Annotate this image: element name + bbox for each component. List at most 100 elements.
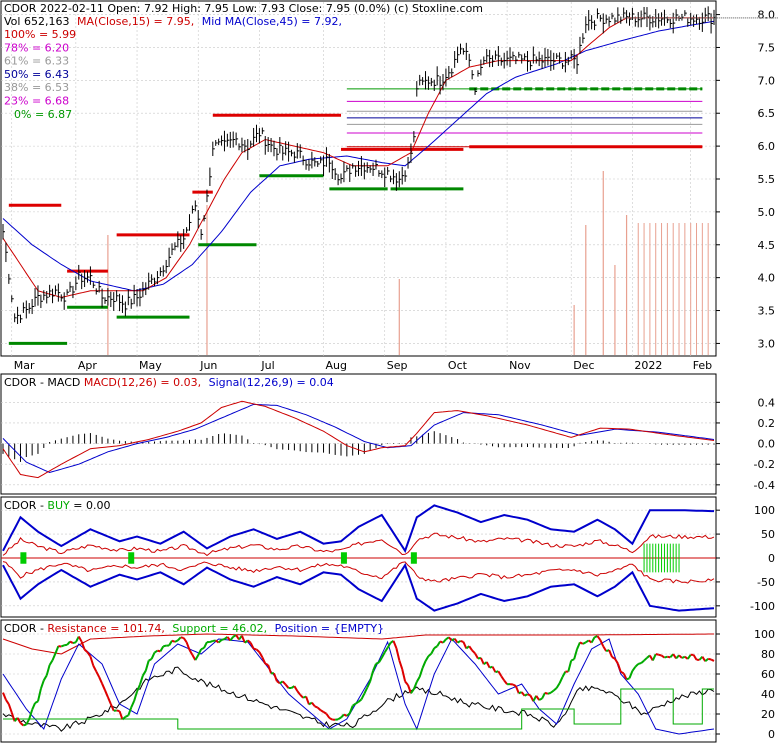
stochastic-segment xyxy=(474,652,479,660)
buy-panel-frame xyxy=(0,496,717,618)
stochastic-segment xyxy=(398,659,404,670)
stochastic-segment xyxy=(168,640,173,646)
price-tick-label: 5.0 xyxy=(758,206,776,219)
upper-inner xyxy=(2,532,715,557)
fib-legend-item: 78% = 6.20 xyxy=(4,41,69,54)
x-tick-label: Jul xyxy=(260,359,274,372)
price-tick-label: 7.0 xyxy=(758,74,776,87)
stochastic-segment xyxy=(284,683,290,689)
buy-tick-label: 100 xyxy=(754,504,775,517)
stochastic-segment xyxy=(273,672,278,682)
stochastic-segment xyxy=(299,694,304,699)
stochastic-segment xyxy=(106,696,112,705)
stochastic-segment xyxy=(348,705,354,714)
fib-legend-item: 38% = 6.53 xyxy=(4,81,69,94)
lower-inner xyxy=(2,561,715,584)
stochastic-segment xyxy=(462,641,468,649)
price-tick-label: 3.5 xyxy=(758,305,776,318)
stochastic-segment xyxy=(104,689,109,698)
stochastic-segment xyxy=(651,653,657,661)
stochastic-segment xyxy=(692,654,698,661)
stochastic-segment xyxy=(48,659,54,666)
position-panel: 100 80 60 40 20 0 xyxy=(1,628,775,741)
macd-title-line: CDOR - MACD MACD(12,26) = 0.03, Signal(1… xyxy=(4,376,334,389)
stochastic-segment xyxy=(5,699,10,705)
x-tick-label: Dec xyxy=(573,359,594,372)
buy-prefix: CDOR - xyxy=(4,499,47,512)
stochastic-segment xyxy=(42,674,48,681)
stochastic-segment xyxy=(282,680,287,686)
stochastic-segment xyxy=(442,638,447,644)
stochastic-segment xyxy=(323,711,327,715)
stochastic-segment xyxy=(157,649,161,653)
buy-tick-label: 50 xyxy=(761,528,775,541)
stochastic-segment xyxy=(337,716,342,721)
stochastic-segment xyxy=(538,697,543,701)
position-tick-label: 60 xyxy=(761,668,775,681)
stochastic-segment xyxy=(378,657,383,663)
stochastic-segment xyxy=(383,647,389,653)
x-tick-label: Aug xyxy=(326,359,347,372)
stochastic-segment xyxy=(596,635,602,641)
stochastic-segment xyxy=(550,689,555,694)
price-tick-label: 6.5 xyxy=(758,107,776,120)
stochastic-segment xyxy=(626,677,630,681)
stochastic-segment xyxy=(174,639,179,643)
stochastic-segment xyxy=(346,712,351,717)
stochastic-segment xyxy=(317,706,322,711)
stochastic-segment xyxy=(31,702,36,711)
stochastic-segment xyxy=(340,713,345,719)
stochastic-segment xyxy=(130,700,136,708)
stochastic-segment xyxy=(185,641,191,651)
stochastic-segment xyxy=(415,676,421,683)
stochastic-segment xyxy=(45,664,51,676)
price-tick-label: 6.0 xyxy=(758,140,776,153)
stochastic-segment xyxy=(605,649,610,653)
stochastic-segment xyxy=(98,676,103,684)
stochastic-segment xyxy=(232,634,237,638)
x-tick-label: Feb xyxy=(693,359,712,372)
stochastic-segment xyxy=(710,658,715,662)
stochastic-segment xyxy=(188,649,194,656)
stochastic-segment xyxy=(524,693,528,697)
stochastic-segment xyxy=(16,717,22,724)
stochastic-segment xyxy=(520,691,526,697)
position-tick-label: 80 xyxy=(761,648,775,661)
stochastic-segment xyxy=(54,645,60,654)
upper-band xyxy=(2,504,714,554)
stochastic-segment xyxy=(637,662,642,665)
stochastic-segment xyxy=(217,639,223,644)
buy-marker xyxy=(340,552,347,564)
stochastic-segment xyxy=(7,703,13,713)
stochastic-segment xyxy=(445,636,450,641)
stochastic-segment xyxy=(561,671,567,678)
stochastic-segment xyxy=(594,635,598,639)
stochastic-segment xyxy=(622,672,628,680)
stochastic-segment xyxy=(424,655,430,662)
x-tick-label: May xyxy=(139,359,162,372)
stochastic-segment xyxy=(430,647,436,655)
stochastic-segment xyxy=(614,658,619,664)
stochastic-segment xyxy=(514,685,520,694)
x-tick-label: Nov xyxy=(509,359,531,372)
stochastic-segment xyxy=(66,640,71,646)
price-tick-label: 4.5 xyxy=(758,239,776,252)
position-support: Support = 46.02, xyxy=(172,622,267,635)
stochastic-segment xyxy=(407,684,412,694)
stochastic-segment xyxy=(83,648,89,654)
price-tick-label: 4.0 xyxy=(758,272,776,285)
position-title-line: CDOR - Resistance = 101.74, Support = 46… xyxy=(4,622,384,635)
macd-title: CDOR - MACD xyxy=(4,376,80,389)
stochastic-segment xyxy=(544,691,549,695)
lower-band xyxy=(2,562,715,612)
position-tick-label: 0 xyxy=(768,728,775,741)
stochastic-segment xyxy=(660,654,666,659)
header-line: CDOR 2022-02-11 Open: 7.92 High: 7.95 Lo… xyxy=(4,2,483,15)
stochastic-segment xyxy=(681,655,686,659)
stochastic-segment xyxy=(2,692,7,701)
stochastic-segment xyxy=(421,660,427,669)
header-vol-line: Vol 652,163 MA(Close,15) = 7.95, Mid MA(… xyxy=(4,15,342,28)
stochastic-segment xyxy=(69,640,74,644)
stochastic-segment xyxy=(121,716,127,721)
